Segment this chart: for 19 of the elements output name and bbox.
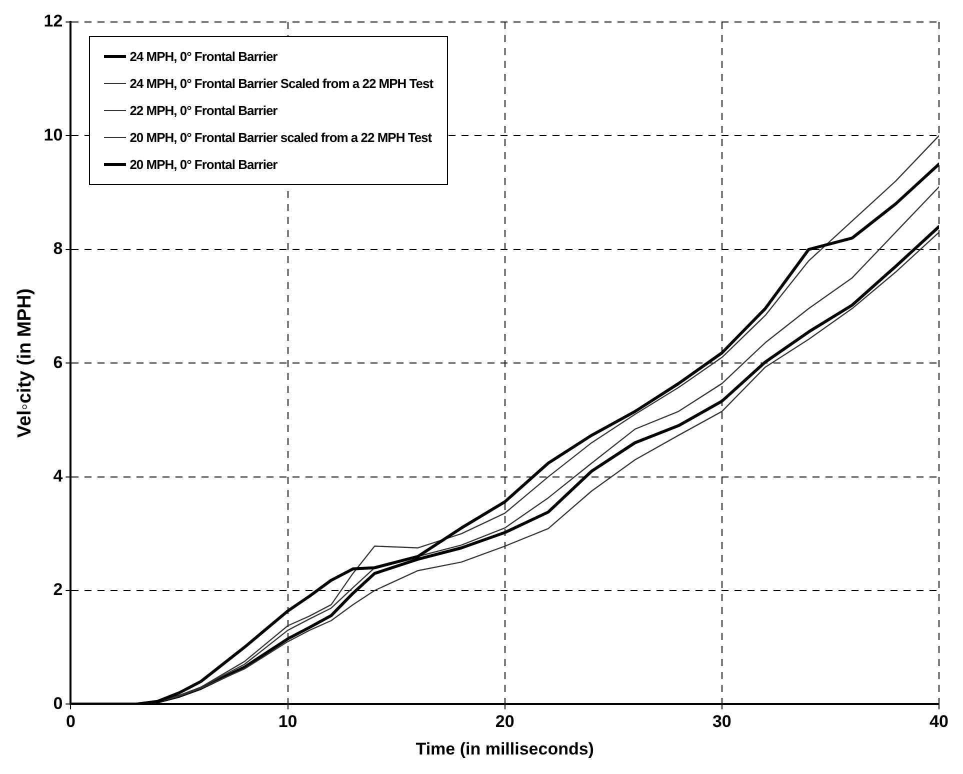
y-tick-label: 4	[53, 466, 64, 486]
legend-label: 24 MPH, 0° Frontal Barrier	[130, 49, 278, 64]
y-tick-label: 0	[53, 694, 63, 713]
x-tick-label: 40	[930, 712, 948, 732]
y-tick-label: 10	[44, 125, 63, 144]
x-tick-label: 0	[66, 712, 76, 732]
y-axis-title: Vel◦city (in MPH)	[14, 288, 36, 438]
x-axis-title: Time (in milliseconds)	[416, 739, 594, 758]
x-tick-label: 30	[712, 712, 732, 732]
x-tick-label: 10	[278, 712, 298, 732]
legend-label: 20 MPH, 0° Frontal Barrier scaled from a 22 MPH Test	[130, 130, 432, 145]
legend-label: 22 MPH, 0° Frontal Barrier	[130, 103, 278, 118]
legend-label: 20 MPH, 0° Frontal Barrier	[130, 157, 278, 172]
y-tick-label: 2	[53, 580, 63, 600]
legend-label: 24 MPH, 0° Frontal Barrier Scaled from a 22 MPH Test	[130, 76, 434, 91]
y-tick-label: 8	[53, 239, 63, 258]
y-tick-label: 6	[53, 352, 63, 372]
y-tick-label: 12	[44, 12, 63, 31]
x-tick-label: 20	[495, 712, 514, 732]
